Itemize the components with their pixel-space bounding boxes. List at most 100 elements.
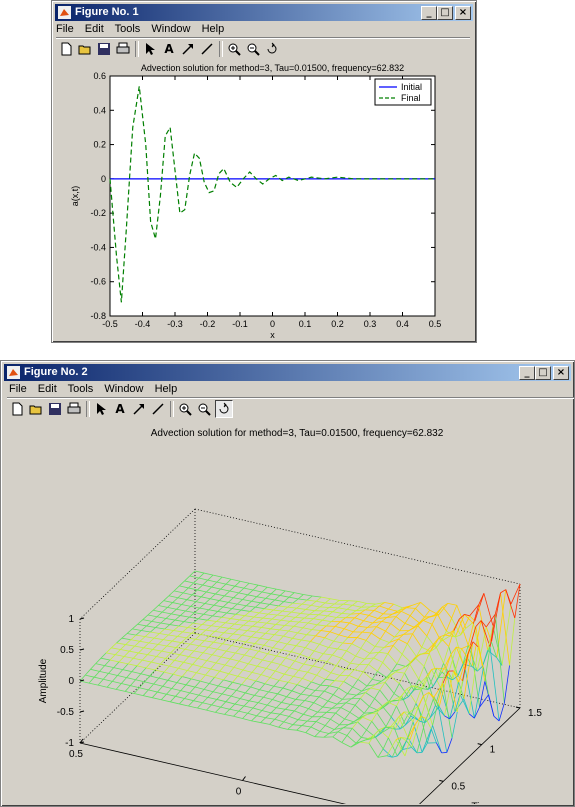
mesh-line [204,640,214,643]
mesh-line [246,678,256,682]
mesh-line [172,602,182,605]
mesh-line [330,718,340,726]
mesh-line [291,607,297,613]
mesh-line [193,694,200,701]
mesh-line [494,614,505,704]
mesh-line [315,690,325,692]
menu-file[interactable]: File [9,383,27,395]
rotate-3d-icon[interactable] [264,41,280,57]
save-icon[interactable] [96,41,112,57]
menu-edit[interactable]: Edit [84,23,104,35]
insert-text-icon[interactable]: A [164,42,174,56]
menu-help[interactable]: Help [154,383,178,395]
zoom-out-icon[interactable] [245,41,261,57]
y-tick-label: 1 [490,745,496,756]
mesh-line [419,720,426,724]
menu-window[interactable]: Window [151,23,191,35]
mesh-line [384,602,394,605]
mesh-line [200,591,207,598]
mesh-line [288,630,298,634]
mesh-line [322,619,332,623]
mesh-line [208,604,215,611]
mesh-line [199,674,206,682]
mesh-line [432,703,439,726]
menu-tools[interactable]: Tools [67,383,94,395]
open-folder-icon[interactable] [28,401,44,417]
mesh-line [294,705,300,712]
mesh-line [442,603,448,608]
mesh-line [435,687,442,706]
mesh-line [133,687,140,694]
insert-line-icon[interactable] [150,401,166,417]
save-icon[interactable] [47,401,63,417]
mesh-line [359,741,369,744]
mesh-line [269,718,276,725]
print-icon[interactable] [66,401,82,417]
maximize-icon[interactable]: □ [535,366,551,380]
figure2-titlebar[interactable]: Figure No. 2 _ □ × [4,364,571,381]
mesh-line [158,677,168,681]
x-tick [242,776,246,781]
mesh-line [209,683,219,687]
minimize-icon[interactable]: _ [519,366,535,380]
mesh-line [467,641,474,655]
figure1-titlebar[interactable]: Figure No. 1 _ □ × [55,4,473,21]
mesh-line [350,662,360,665]
menu-window[interactable]: Window [104,383,144,395]
mesh-line [429,705,436,718]
mesh-line [393,725,403,750]
mesh-line [391,737,402,758]
menu-edit[interactable]: Edit [37,383,57,395]
insert-text-icon[interactable]: A [115,402,125,416]
mesh-line [430,647,437,652]
mesh-line [163,600,173,603]
mesh-line [144,681,154,685]
minimize-icon[interactable]: _ [421,6,437,20]
mesh-line [217,611,227,614]
open-folder-icon[interactable] [77,41,93,57]
mesh-line [208,641,214,648]
menu-tools[interactable]: Tools [114,23,141,35]
mesh-line [471,666,478,672]
mesh-line [198,572,205,579]
mesh-line [316,674,326,680]
zoom-out-icon[interactable] [196,401,212,417]
pointer-arrow-icon[interactable] [93,401,109,417]
insert-arrow-icon[interactable] [180,41,196,57]
mesh-line [183,616,190,622]
mesh-line [306,634,316,637]
mesh-line [305,605,312,610]
mesh-line [295,699,305,701]
mesh-line [269,677,280,681]
close-icon[interactable]: × [455,6,471,20]
mesh-line [113,661,120,668]
print-icon[interactable] [115,41,131,57]
mesh-line [458,619,469,646]
menu-file[interactable]: File [56,23,74,35]
mesh-line [182,676,192,680]
mesh-line [332,736,343,743]
mesh-line [214,631,225,634]
mesh-line [333,694,343,700]
legend-entry: Final [401,93,421,103]
new-file-icon[interactable] [9,401,25,417]
mesh-line [293,625,303,629]
mesh-line [207,619,217,622]
mesh-line [306,595,313,601]
mesh-line [265,593,272,599]
maximize-icon[interactable]: □ [437,6,453,20]
new-file-icon[interactable] [58,41,74,57]
mesh-line [500,592,510,666]
mesh-line [361,737,371,740]
rotate-3d-icon[interactable] [215,400,233,418]
insert-arrow-icon[interactable] [131,401,147,417]
mesh-line [383,701,390,708]
close-icon[interactable]: × [553,366,569,380]
zoom-in-icon[interactable] [226,41,242,57]
menu-help[interactable]: Help [201,23,225,35]
pointer-arrow-icon[interactable] [142,41,158,57]
zoom-in-icon[interactable] [177,401,193,417]
mesh-line [272,641,279,648]
insert-line-icon[interactable] [199,41,215,57]
mesh-line [167,606,177,610]
